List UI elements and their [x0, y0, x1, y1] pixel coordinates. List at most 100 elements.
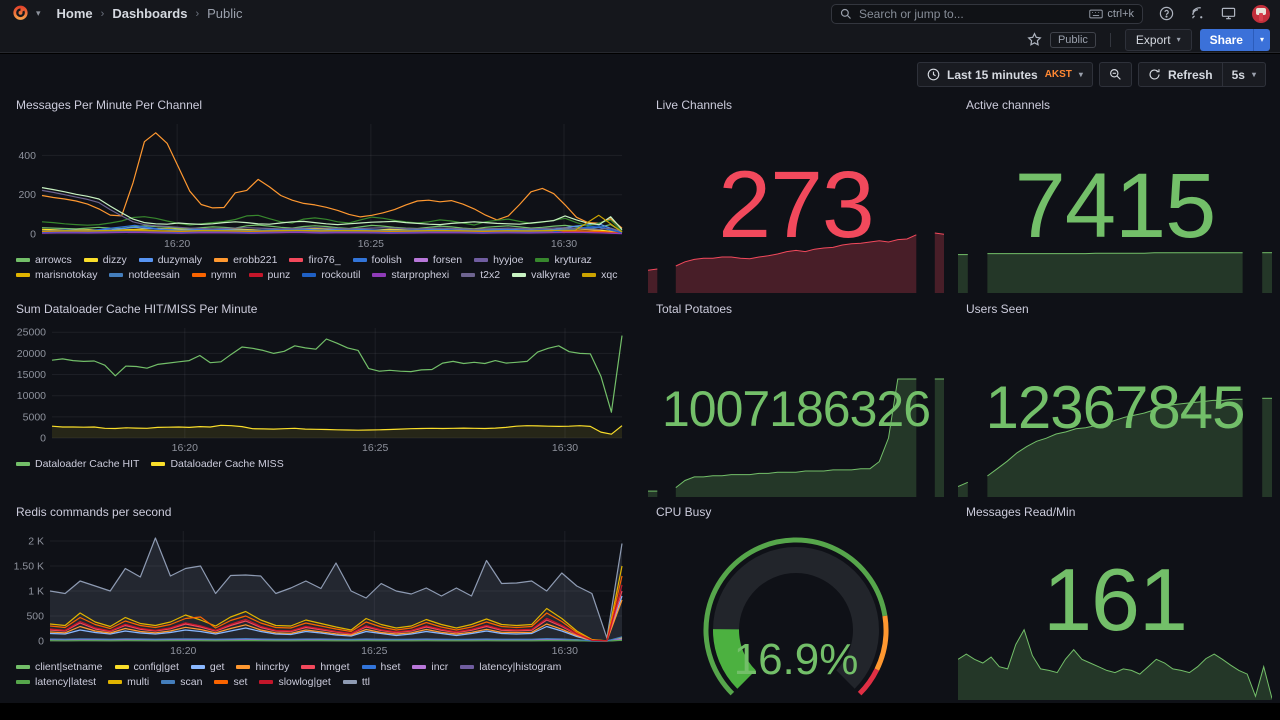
legend-item[interactable]: get [190, 661, 224, 673]
legend-item[interactable]: rockoutil [302, 269, 360, 281]
legend-swatch [108, 680, 123, 684]
legend-item[interactable]: duzymaly [138, 254, 202, 266]
legend-swatch [114, 665, 129, 669]
dataloader-chart[interactable]: 0 5000 10000 15000 20000 25000 16:20 16:25 16:30 [8, 322, 632, 454]
toolbar-divider [1109, 32, 1111, 47]
legend-item[interactable]: kryturaz [535, 254, 592, 266]
dashboard-toolbar: Public Export ▾ Share ▾ [0, 27, 1280, 53]
legend-item[interactable]: erobb221 [214, 254, 277, 266]
messages-chart[interactable]: 0 200 400 16:20 16:25 16:30 [8, 118, 632, 250]
legend-item[interactable]: hset [361, 661, 400, 673]
star-icon[interactable] [1027, 32, 1042, 47]
legend-swatch [289, 258, 304, 262]
live-channels-sparkline [647, 231, 945, 293]
monitor-icon[interactable] [1221, 6, 1236, 21]
share-chevron-icon[interactable]: ▾ [1252, 28, 1270, 51]
help-icon[interactable] [1159, 6, 1174, 21]
total-potatoes-value: 1007186326 [661, 381, 931, 437]
legend-label: erobb221 [233, 254, 278, 266]
legend-swatch [474, 258, 489, 262]
legend-item[interactable]: nymn [191, 269, 237, 281]
legend-item[interactable]: notdeesain [109, 269, 180, 281]
panel-title[interactable]: CPU Busy [656, 505, 712, 519]
legend-swatch [512, 273, 527, 277]
panel-messages-per-minute: Messages Per Minute Per Channel 0 200 400 1… [8, 96, 632, 292]
legend-label: config|get [133, 661, 179, 673]
live-channels-value: 273 [718, 152, 875, 258]
panel-title[interactable]: Sum Dataloader Cache HIT/MISS Per Minute [16, 302, 258, 316]
panel-active-channels: Active channels 7415 [958, 96, 1272, 293]
legend-label: dizzy [102, 254, 127, 266]
chevron-down-icon: ▾ [1176, 35, 1181, 44]
breadcrumb-separator: › [100, 7, 105, 20]
panel-title[interactable]: Messages Read/Min [966, 505, 1076, 519]
zoom-out-button[interactable] [1098, 62, 1132, 87]
legend-item[interactable]: config|get [114, 661, 179, 673]
panel-title[interactable]: Users Seen [966, 302, 1029, 316]
svg-text:16:30: 16:30 [552, 442, 578, 454]
svg-text:20000: 20000 [17, 348, 46, 360]
panel-title[interactable]: Messages Per Minute Per Channel [16, 98, 203, 112]
active-channels-sparkline [958, 243, 1272, 293]
legend-swatch [461, 273, 476, 277]
breadcrumb-dashboards[interactable]: Dashboards [112, 6, 188, 21]
legend-item[interactable]: Dataloader Cache HIT [16, 458, 139, 470]
panel-live-channels: Live Channels 273 [647, 96, 945, 293]
total-potatoes-sparkline [648, 377, 944, 497]
legend-item[interactable]: scan [161, 676, 202, 688]
legend-label: starprophexi [391, 269, 450, 281]
cpu-gauge-value: 16.9% [733, 635, 859, 684]
share-button[interactable]: Share ▾ [1199, 28, 1270, 51]
legend-item[interactable]: dizzy [83, 254, 127, 266]
panel-title[interactable]: Active channels [966, 98, 1051, 112]
legend-item[interactable]: t2x2 [461, 269, 500, 281]
svg-text:2 K: 2 K [28, 536, 44, 548]
legend-item[interactable]: marisnotokay [16, 269, 97, 281]
panel-title[interactable]: Total Potatoes [656, 302, 733, 316]
export-button[interactable]: Export ▾ [1124, 28, 1192, 51]
legend-item[interactable]: forsen [413, 254, 462, 266]
legend-item[interactable]: valkyrae [512, 269, 570, 281]
legend-item[interactable]: punz [248, 269, 291, 281]
legend-item[interactable]: incr [412, 661, 448, 673]
legend-item[interactable]: latency|histogram [460, 661, 561, 673]
panel-title[interactable]: Live Channels [656, 98, 733, 112]
active-channels-value: 7415 [1014, 155, 1217, 257]
legend-item[interactable]: xqc [582, 269, 618, 281]
refresh-button[interactable]: Refresh [1137, 62, 1223, 87]
legend-item[interactable]: multi [108, 676, 149, 688]
legend-item[interactable]: latency|latest [16, 676, 96, 688]
legend-label: punz [267, 269, 291, 281]
legend-item[interactable]: client|setname [16, 661, 103, 673]
redis-chart[interactable]: 0 500 1 K 1.50 K 2 K 16:20 16:25 16:30 [8, 525, 632, 657]
legend-swatch [138, 258, 153, 262]
legend-item[interactable]: ttl [342, 676, 370, 688]
legend-swatch [191, 273, 206, 277]
legend-label: Dataloader Cache MISS [170, 458, 284, 470]
breadcrumb-home[interactable]: Home [56, 6, 93, 21]
messages-read-value: 161 [1043, 550, 1188, 649]
org-chevron-icon[interactable]: ▾ [36, 8, 41, 18]
panel-dataloader-cache: Sum Dataloader Cache HIT/MISS Per Minute… [8, 300, 632, 490]
legend-item[interactable]: firo76_ [289, 254, 341, 266]
cpu-gauge [648, 527, 944, 697]
svg-text:25000: 25000 [17, 327, 46, 339]
legend-item[interactable]: hyyjoe [474, 254, 523, 266]
legend-item[interactable]: arrowcs [16, 254, 72, 266]
legend-item[interactable]: foolish [352, 254, 402, 266]
legend-label: foolish [371, 254, 402, 266]
legend-label: t2x2 [480, 269, 501, 281]
legend-item[interactable]: slowlog|get [259, 676, 331, 688]
legend-item[interactable]: Dataloader Cache MISS [151, 458, 284, 470]
time-range-picker[interactable]: Last 15 minutes AKST ▾ [916, 62, 1093, 87]
search-input[interactable]: Search or jump to... ctrl+k [831, 3, 1143, 24]
legend-item[interactable]: set [214, 676, 247, 688]
refresh-interval-button[interactable]: 5s ▾ [1222, 62, 1266, 87]
panel-title[interactable]: Redis commands per second [16, 505, 172, 519]
legend-item[interactable]: hincrby [236, 661, 289, 673]
legend-item[interactable]: starprophexi [372, 269, 449, 281]
legend-item[interactable]: hmget [301, 661, 350, 673]
user-avatar[interactable] [1252, 4, 1270, 23]
grafana-logo-icon[interactable] [10, 4, 30, 24]
news-icon[interactable] [1190, 6, 1205, 21]
